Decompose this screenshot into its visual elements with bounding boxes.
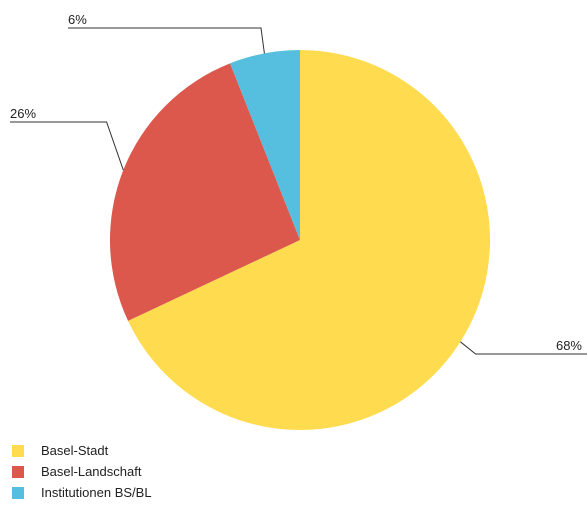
- legend-label: Basel-Stadt: [41, 443, 108, 458]
- value-label: 26%: [10, 106, 36, 121]
- value-label: 68%: [556, 338, 582, 353]
- leader-line: [10, 122, 123, 170]
- chart-legend: Basel-Stadt Basel-Landschaft Institutionen…: [12, 440, 152, 503]
- legend-item: Basel-Stadt: [12, 440, 152, 461]
- legend-swatch: [12, 445, 24, 457]
- leader-line: [68, 28, 264, 53]
- legend-swatch: [12, 487, 24, 499]
- legend-item: Institutionen BS/BL: [12, 482, 152, 503]
- legend-label: Basel-Landschaft: [41, 464, 141, 479]
- legend-item: Basel-Landschaft: [12, 461, 152, 482]
- legend-label: Institutionen BS/BL: [41, 485, 152, 500]
- value-label: 6%: [68, 12, 87, 27]
- legend-swatch: [12, 466, 24, 478]
- pie-slices: [110, 50, 490, 430]
